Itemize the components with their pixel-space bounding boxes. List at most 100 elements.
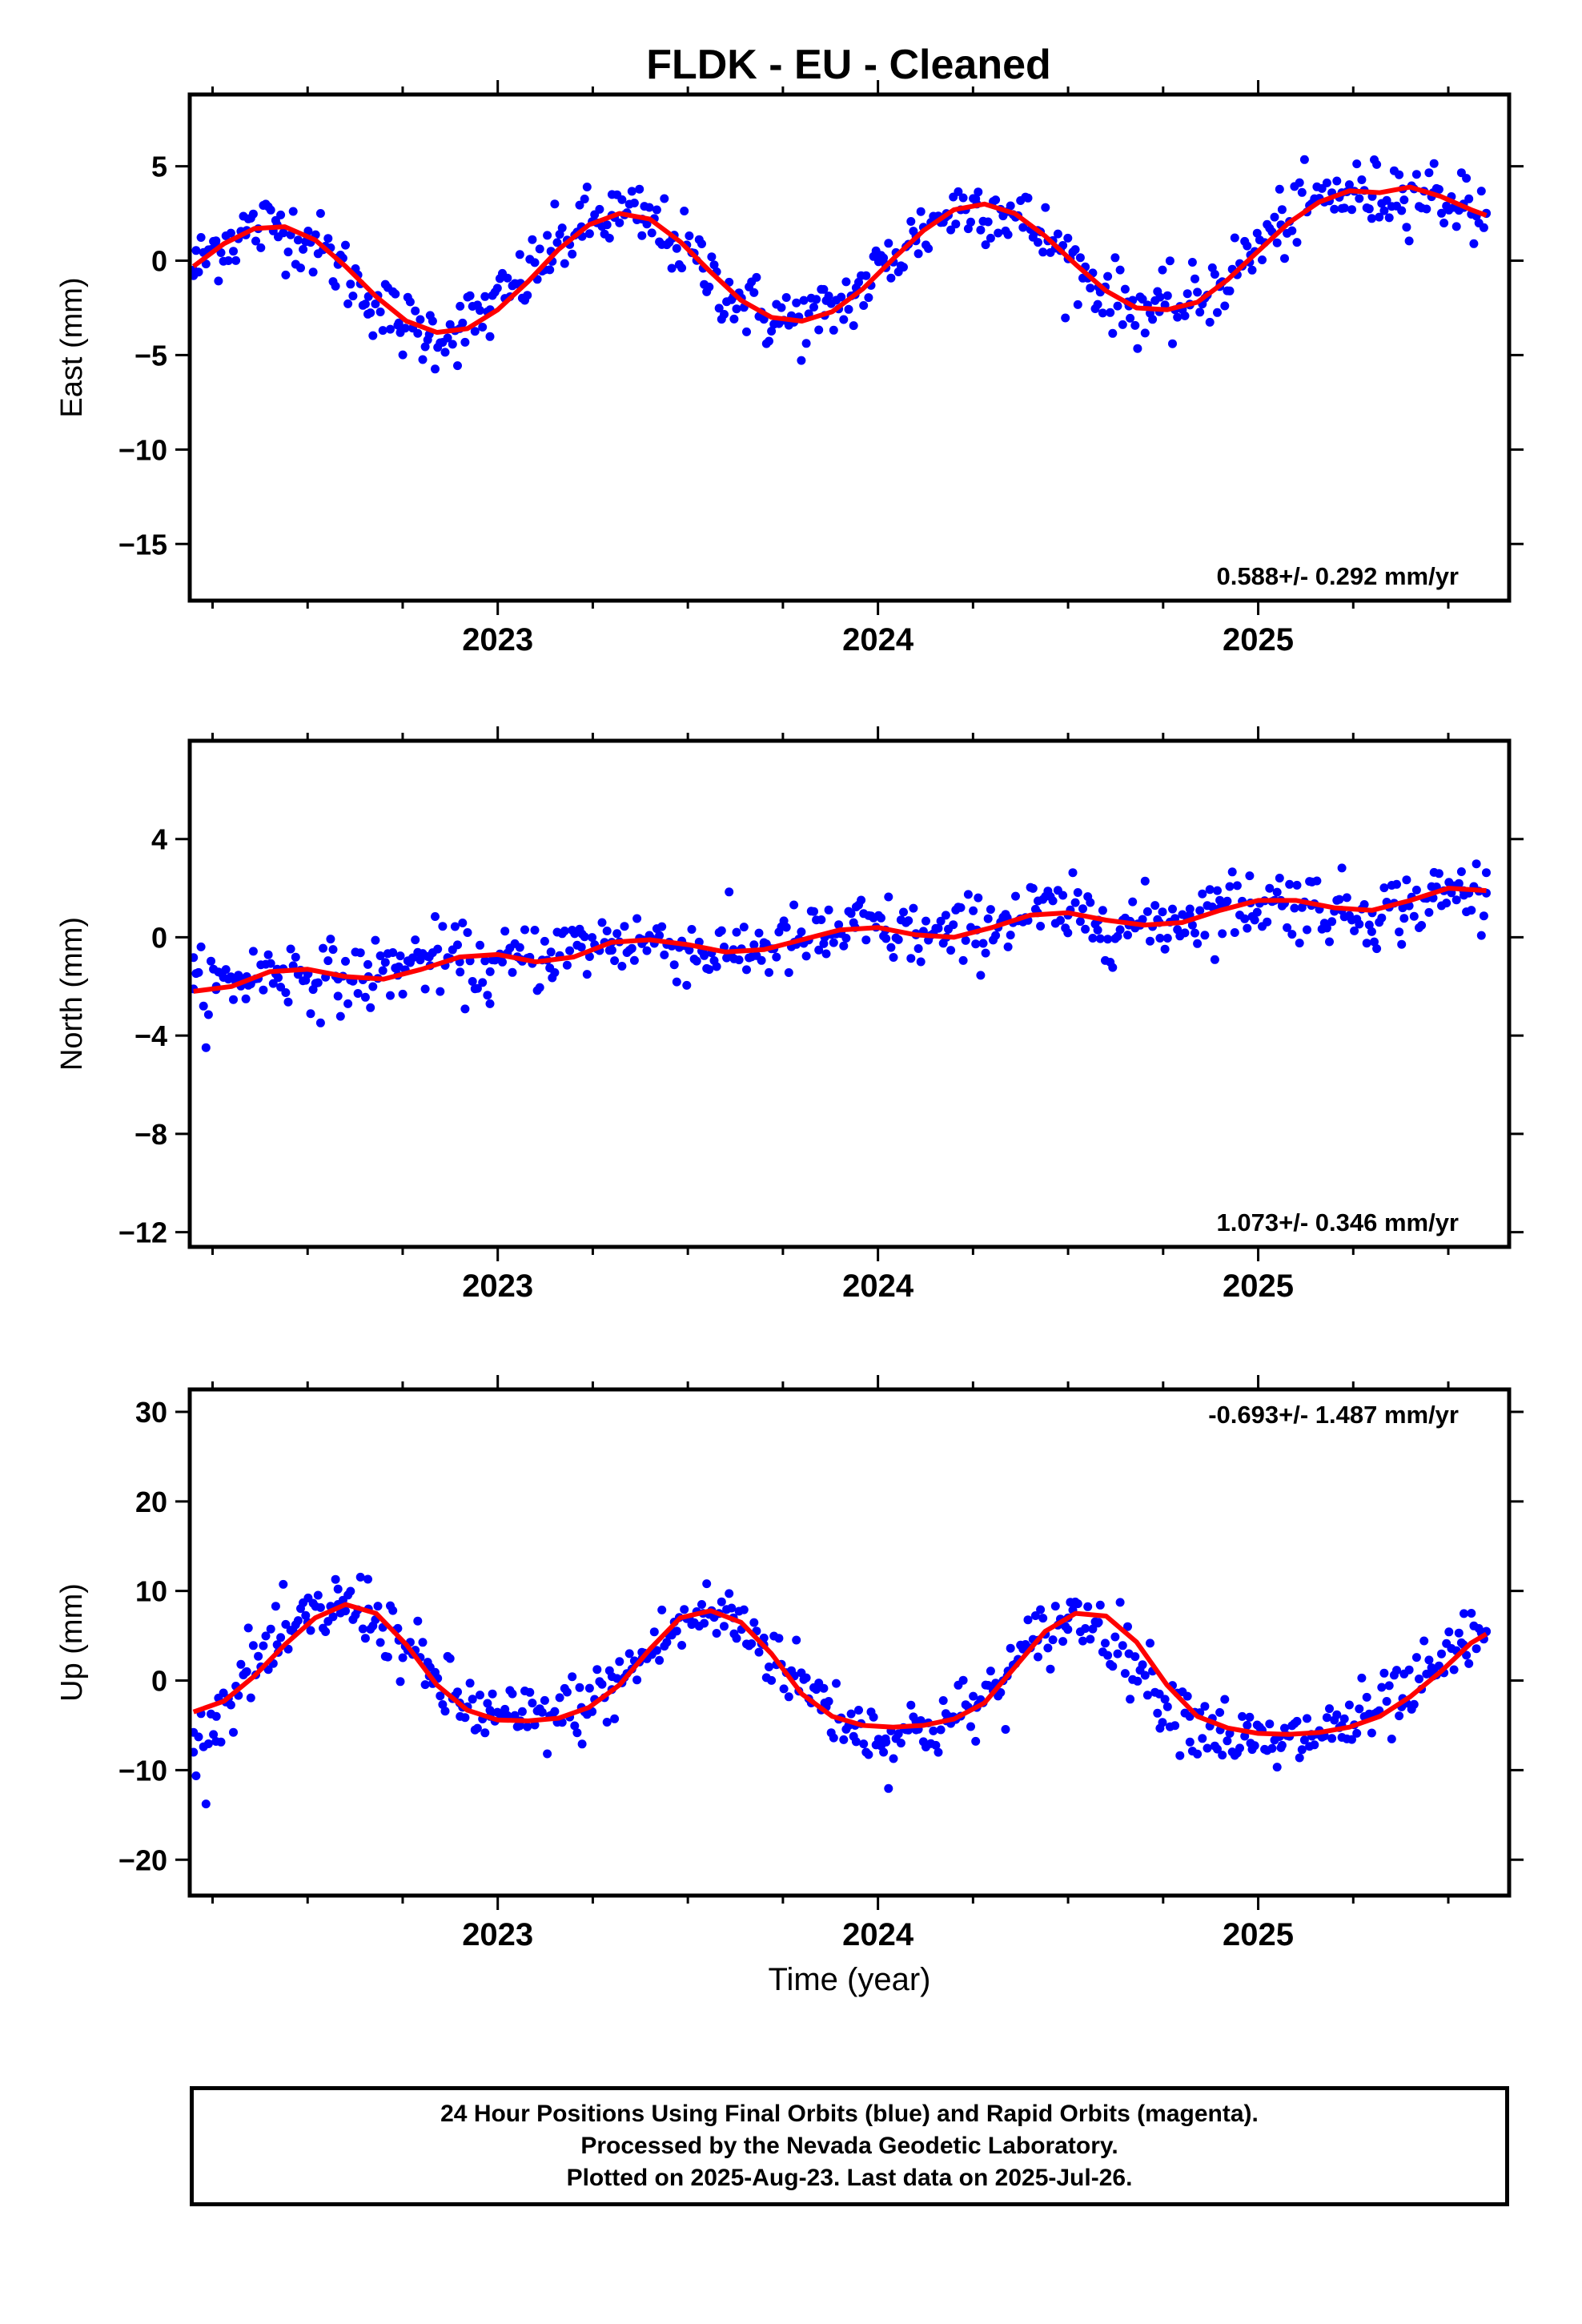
data-point — [921, 916, 930, 926]
data-point — [1240, 1731, 1250, 1741]
data-point — [904, 916, 913, 926]
data-point — [580, 195, 589, 203]
data-point — [857, 895, 866, 905]
data-point — [1285, 879, 1295, 889]
y-tick-label: −10 — [118, 1754, 167, 1787]
data-point — [248, 947, 258, 956]
data-point — [1283, 923, 1292, 932]
data-point — [1138, 295, 1147, 304]
data-point — [246, 1693, 255, 1703]
data-point — [315, 1018, 325, 1027]
data-point — [1467, 906, 1476, 915]
data-point — [341, 956, 350, 966]
data-point — [1382, 1697, 1391, 1706]
data-point — [400, 324, 410, 333]
data-point — [537, 1707, 547, 1717]
data-point — [1476, 931, 1486, 940]
data-point — [784, 1692, 793, 1702]
data-point — [1081, 1624, 1090, 1633]
data-point — [1158, 1718, 1167, 1727]
data-point — [1023, 1615, 1033, 1625]
data-point — [398, 1653, 408, 1663]
data-point — [1108, 963, 1118, 972]
data-point — [1138, 915, 1147, 924]
data-point — [313, 1590, 323, 1600]
data-point — [884, 892, 893, 902]
data-point — [326, 935, 335, 944]
data-point — [420, 342, 430, 352]
y-tick-label: 0 — [151, 1665, 167, 1698]
data-point — [1123, 1622, 1132, 1631]
data-point — [936, 1725, 946, 1735]
data-point — [729, 314, 739, 324]
data-point — [916, 1716, 926, 1725]
data-point — [624, 1649, 634, 1659]
y-tick-label: 5 — [151, 151, 167, 183]
data-point — [1270, 212, 1279, 222]
data-point — [1133, 1676, 1142, 1686]
data-point — [1449, 1665, 1459, 1675]
data-point — [1362, 1692, 1371, 1702]
data-point — [774, 1634, 784, 1643]
data-point — [1347, 205, 1356, 215]
data-point — [958, 1675, 968, 1685]
data-point — [597, 1679, 607, 1689]
data-point — [1384, 213, 1394, 223]
data-point — [685, 231, 694, 240]
data-point — [749, 940, 759, 950]
data-point — [346, 279, 355, 289]
data-point — [1462, 174, 1472, 183]
data-point — [1370, 937, 1379, 947]
data-point — [1287, 930, 1297, 939]
data-point — [211, 1711, 221, 1721]
data-point — [555, 1693, 564, 1703]
data-point — [1442, 899, 1452, 908]
data-point — [1180, 311, 1190, 320]
data-point — [629, 199, 639, 207]
data-point — [697, 1600, 706, 1609]
data-point — [483, 991, 492, 1000]
data-point — [886, 273, 896, 283]
data-point — [1344, 1700, 1354, 1710]
data-point — [1086, 1634, 1095, 1644]
data-point — [1280, 1723, 1289, 1733]
data-point — [819, 1683, 829, 1693]
data-point — [584, 1683, 594, 1693]
data-point — [958, 955, 968, 965]
data-point — [229, 1727, 238, 1737]
data-point — [1299, 155, 1309, 164]
data-point — [1068, 868, 1078, 878]
data-point — [602, 1718, 612, 1727]
data-point — [1155, 934, 1165, 943]
data-point — [1098, 308, 1107, 318]
data-point — [424, 952, 434, 962]
data-point — [1375, 212, 1384, 222]
footer-line-1: 24 Hour Positions Using Final Orbits (bl… — [440, 2101, 1259, 2127]
data-point — [707, 252, 717, 262]
data-point — [303, 227, 313, 235]
data-point — [792, 298, 801, 308]
data-point — [1357, 1673, 1367, 1683]
data-point — [433, 944, 443, 954]
fit-line — [191, 184, 1488, 336]
data-point — [1048, 1635, 1058, 1645]
plot-area — [190, 859, 1491, 1052]
data-point — [515, 250, 524, 259]
data-point — [194, 967, 203, 977]
data-point — [1086, 283, 1095, 293]
data-point — [1350, 926, 1359, 935]
data-point — [268, 979, 278, 988]
data-point — [1230, 233, 1239, 243]
data-point — [375, 308, 385, 316]
data-point — [881, 934, 891, 943]
data-point — [420, 984, 430, 994]
data-point — [1265, 883, 1275, 893]
data-point — [1417, 921, 1427, 930]
data-point — [1142, 907, 1152, 916]
data-point — [366, 308, 375, 318]
data-point — [1223, 1736, 1232, 1746]
data-point — [983, 217, 993, 227]
data-point — [712, 962, 721, 971]
data-point — [503, 1711, 512, 1720]
data-point — [1038, 247, 1048, 257]
